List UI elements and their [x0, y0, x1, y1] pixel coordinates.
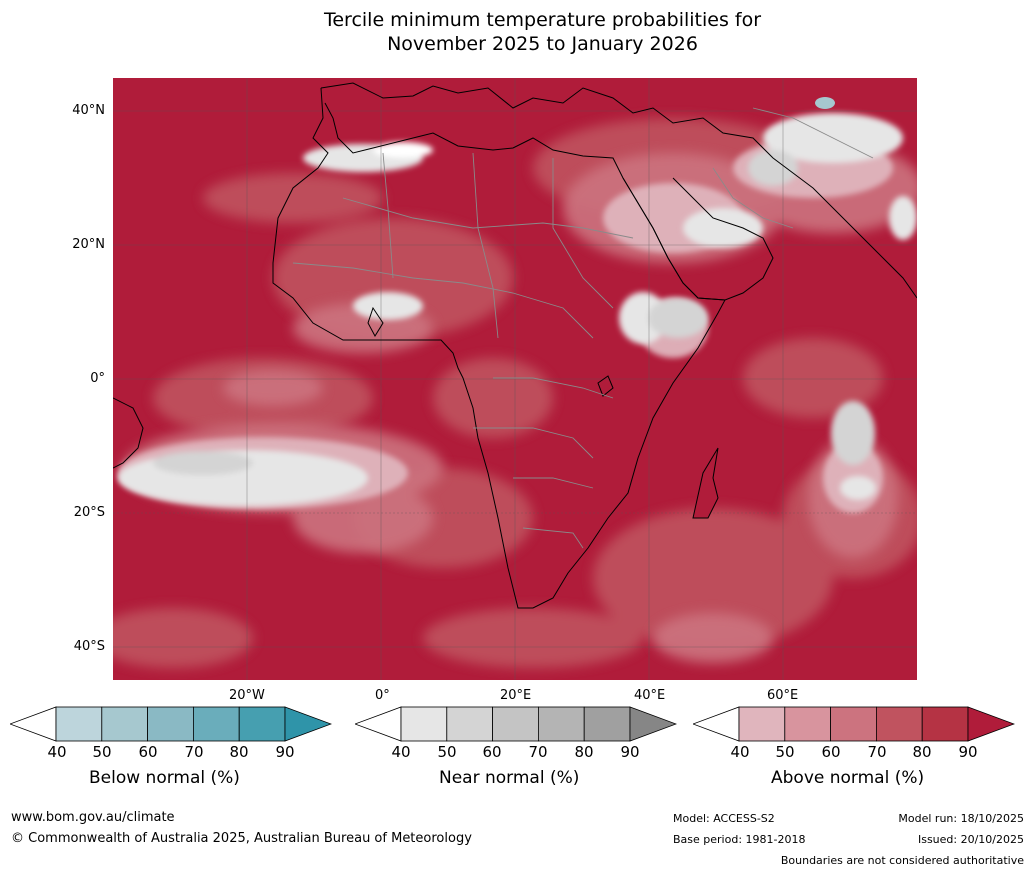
colorbar-swatch [492, 706, 539, 742]
colorbar-swatch [400, 706, 448, 742]
legend-above-title: Above normal (%) [771, 768, 925, 788]
legend-below-normal [8, 706, 333, 748]
legend-above-normal [691, 706, 1016, 748]
country-borders [292, 107, 874, 549]
below-normal-patch [815, 97, 835, 109]
lat-label-0: 0° [90, 371, 105, 386]
map-svg [113, 78, 917, 680]
colorbar-under-arrow [353, 706, 402, 742]
colorbar-swatch [192, 706, 240, 742]
colorbar-swatch [921, 706, 969, 742]
above-tick-80: 80 [912, 743, 932, 761]
legend-below-title: Below normal (%) [89, 768, 240, 788]
lat-label-40s: 40°S [73, 639, 105, 654]
below-tick-90: 90 [275, 743, 295, 761]
colorbar-swatch [537, 706, 585, 742]
lat-label-40n: 40°N [72, 103, 105, 118]
lon-label-0: 0° [375, 688, 390, 703]
below-tick-50: 50 [92, 743, 112, 761]
above-tick-90: 90 [958, 743, 978, 761]
above-tick-40: 40 [730, 743, 750, 761]
near-tick-50: 50 [437, 743, 457, 761]
lon-label-20e: 20°E [500, 688, 532, 703]
colorbar-swatch [583, 706, 631, 742]
below-tick-40: 40 [47, 743, 67, 761]
probability-map[interactable] [113, 78, 917, 680]
colorbar-under-arrow [691, 706, 740, 742]
colorbar-swatch [875, 706, 923, 742]
below-tick-70: 70 [184, 743, 204, 761]
near-tick-60: 60 [482, 743, 502, 761]
colorbar-swatch [446, 706, 494, 742]
colorbar-over-arrow [967, 706, 1016, 742]
near-tick-40: 40 [391, 743, 411, 761]
lat-label-20n: 20°N [72, 237, 105, 252]
above-tick-70: 70 [867, 743, 887, 761]
colorbar-over-arrow [284, 706, 333, 742]
near-tick-80: 80 [574, 743, 594, 761]
legend-near-title: Near normal (%) [439, 768, 580, 788]
colorbar-swatch [830, 706, 877, 742]
lon-label-20w: 20°W [229, 688, 265, 703]
footer-base-period: Base period: 1981-2018 [673, 833, 806, 846]
title-line-2: November 2025 to January 2026 [387, 33, 698, 55]
colorbar-above-normal [691, 706, 1016, 742]
below-tick-80: 80 [229, 743, 249, 761]
near-tick-70: 70 [528, 743, 548, 761]
footer-model-run: Model run: 18/10/2025 [898, 812, 1024, 825]
colorbar-swatch [238, 706, 286, 742]
colorbar-over-arrow [629, 706, 678, 742]
footer-issued: Issued: 20/10/2025 [917, 833, 1024, 846]
footer-model: Model: ACCESS-S2 [673, 812, 775, 825]
near-normal-patches [118, 113, 917, 506]
colorbar-swatch [55, 706, 103, 742]
near-tick-90: 90 [620, 743, 640, 761]
colorbar-swatch [784, 706, 832, 742]
colorbar-swatch [101, 706, 149, 742]
title-line-1: Tercile minimum temperature probabilitie… [323, 9, 762, 31]
below-tick-60: 60 [138, 743, 158, 761]
footer-website-link[interactable]: www.bom.gov.au/climate [11, 810, 175, 825]
footer-copyright: © Commonwealth of Australia 2025, Austra… [11, 831, 472, 846]
footer-disclaimer: Boundaries are not considered authoritat… [780, 854, 1024, 867]
lat-label-20s: 20°S [73, 505, 105, 520]
colorbar-swatch [147, 706, 194, 742]
graticule [113, 78, 917, 680]
above-tick-60: 60 [821, 743, 841, 761]
colorbar-near-normal [353, 706, 678, 742]
lon-label-60e: 60°E [767, 688, 799, 703]
colorbar-below-normal [8, 706, 333, 742]
above-tick-50: 50 [775, 743, 795, 761]
lon-label-40e: 40°E [634, 688, 666, 703]
chart-title: Tercile minimum temperature probabilitie… [0, 8, 1035, 56]
colorbar-under-arrow [8, 706, 57, 742]
coastlines [113, 82, 917, 609]
colorbar-swatch [738, 706, 786, 742]
legend-near-normal [353, 706, 678, 748]
